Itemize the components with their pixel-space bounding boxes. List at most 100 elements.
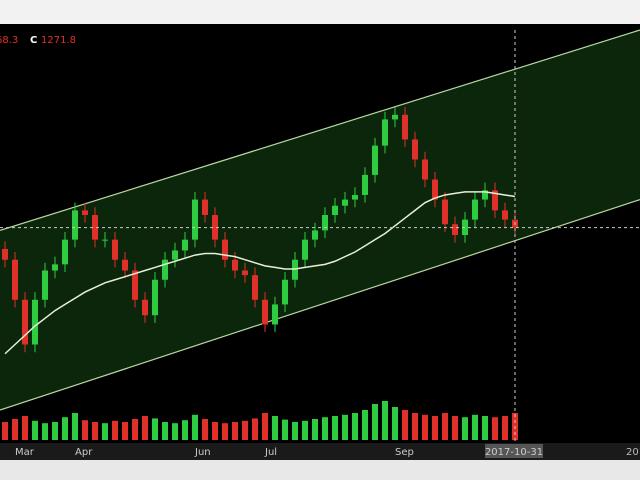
volume-bar [402, 410, 408, 440]
candle-body [312, 230, 318, 240]
candle-body [212, 215, 218, 240]
candle-body [382, 119, 388, 146]
screen-bezel [0, 460, 640, 480]
volume-bar [282, 419, 288, 440]
channel-line [0, 199, 640, 411]
candle-body [292, 259, 298, 280]
candle-body [162, 259, 168, 280]
candle-body [92, 215, 98, 240]
candle-body [112, 239, 118, 260]
candle-body [322, 215, 328, 231]
candle-body [502, 210, 508, 220]
volume-bar [62, 417, 68, 440]
volume-bar [82, 420, 88, 440]
volume-bar [102, 423, 108, 440]
volume-bar [292, 422, 298, 440]
volume-bar [412, 413, 418, 440]
candle-body [392, 114, 398, 120]
candle-body [432, 179, 438, 200]
candle-body [452, 224, 458, 236]
volume-bar [162, 422, 168, 440]
x-tick-label: 201 [626, 447, 640, 458]
header-value: 1271.8 [41, 35, 76, 46]
x-tick-label: Jul [264, 447, 277, 458]
candle-body [82, 210, 88, 215]
candle-body [472, 199, 478, 220]
volume-bar [182, 420, 188, 440]
volume-bar [2, 422, 8, 440]
candle-body [342, 199, 348, 206]
volume-bar [132, 419, 138, 440]
volume-bar [52, 422, 58, 440]
volume-bar [422, 414, 428, 440]
channel-fill [0, 30, 640, 411]
candle-body [22, 299, 28, 345]
candle-body [142, 299, 148, 316]
volume-bar [212, 422, 218, 440]
candle-body [132, 270, 138, 300]
volume-bar [322, 417, 328, 440]
candle-body [222, 239, 228, 260]
volume-bar [32, 420, 38, 440]
volume-bar [302, 420, 308, 440]
candle-body [302, 239, 308, 260]
candle-body [152, 279, 158, 316]
x-axis-bar [0, 443, 640, 460]
candle-body [482, 190, 488, 200]
candle-body [32, 299, 38, 345]
volume-bar [342, 414, 348, 440]
candle-body [422, 159, 428, 180]
volume-bar [432, 416, 438, 440]
channel-line [0, 29, 640, 231]
volume-bar [192, 414, 198, 440]
volume-bar [22, 416, 28, 440]
volume-bar [482, 416, 488, 440]
candle-body [72, 210, 78, 240]
volume-bar [112, 420, 118, 440]
candle-body [442, 199, 448, 225]
volume-bar [382, 401, 388, 440]
volume-bar [472, 414, 478, 440]
candle-body [192, 199, 198, 240]
candle-body [262, 299, 268, 325]
candle-body [62, 239, 68, 265]
volume-bar [372, 404, 378, 440]
volume-bar [122, 422, 128, 440]
volume-bar [452, 416, 458, 440]
volume-bar [242, 420, 248, 440]
candle-body [122, 259, 128, 271]
candle-body [372, 145, 378, 175]
header-value: 68.3 [0, 35, 18, 46]
volume-bar [392, 407, 398, 440]
x-tick-label: Mar [15, 447, 35, 458]
screen-bezel [0, 0, 640, 24]
volume-bar [12, 419, 18, 440]
volume-bar [142, 416, 148, 440]
crosshair-label-box [485, 444, 543, 458]
candle-body [272, 304, 278, 325]
candle-body [252, 275, 258, 300]
volume-bar [502, 416, 508, 440]
candle-body [352, 194, 358, 200]
candle-body [102, 239, 108, 241]
volume-bar [252, 418, 258, 440]
candle-body [232, 259, 238, 271]
candle-body [242, 270, 248, 276]
volume-bar [492, 417, 498, 440]
candle-body [172, 250, 178, 260]
candle-body [42, 270, 48, 300]
volume-bar [362, 410, 368, 440]
candle-body [402, 114, 408, 140]
x-tick-label: 2017-10-31 [485, 447, 543, 458]
volume-bar [262, 413, 268, 440]
plot: Mar Apr Jun Jul Sep 2017-10-31 [0, 29, 640, 458]
volume-bar [312, 419, 318, 440]
moving-average [4, 191, 516, 355]
x-tick-label: Jun [194, 447, 211, 458]
x-tick-label: Sep [395, 447, 414, 458]
volume-bar [202, 419, 208, 440]
candle-body [362, 174, 368, 195]
candle-body [2, 248, 8, 260]
